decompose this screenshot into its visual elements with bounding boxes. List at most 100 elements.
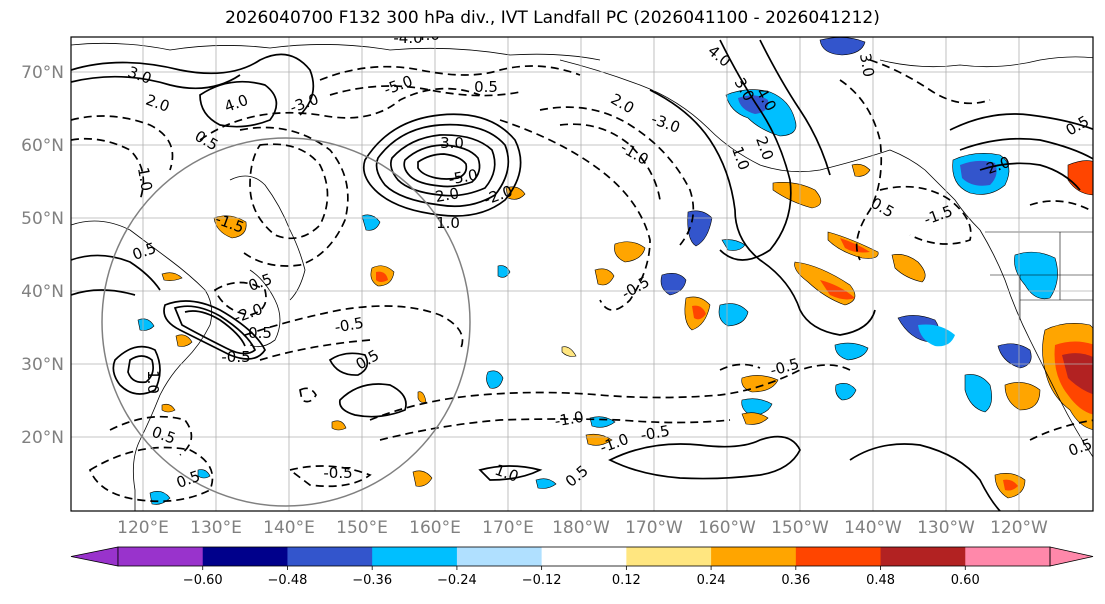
colorbar-segment [372, 547, 458, 566]
na-west-coastline [979, 229, 1093, 458]
contour-line [390, 134, 496, 197]
colorbar-segment [456, 547, 543, 566]
contour-line [199, 87, 481, 141]
boundary-layer [985, 231, 1093, 320]
contour-line [173, 305, 257, 355]
contour-line [949, 113, 1093, 131]
contour-value-label: -0.5 [333, 314, 365, 337]
lat-label: 60°N [21, 136, 64, 156]
colorbar-tick-label: 0.36 [781, 573, 810, 588]
contour-line [199, 80, 278, 128]
solid-contour-layer [71, 39, 1093, 511]
latitude-labels: 70°N 60°N 50°N 40°N 30°N 20°N [21, 63, 64, 448]
contour-line [244, 305, 464, 351]
lat-label: 40°N [21, 282, 64, 302]
colorbar-tick-label: −0.48 [268, 573, 308, 588]
divergence-blob [1004, 382, 1041, 411]
colorbar-tick-label: 0.12 [612, 573, 641, 588]
colorbar-segment [880, 547, 966, 566]
contour-value-label: -0.5 [639, 422, 671, 445]
lon-label: 120°E [117, 518, 169, 538]
divergence-blob [594, 268, 615, 286]
convergence-blob [738, 95, 769, 114]
contour-line [71, 137, 145, 201]
divergence-blob [692, 305, 706, 320]
contour-line [539, 106, 695, 246]
divergence-blob [851, 163, 871, 177]
contour-line [559, 123, 661, 201]
divergence-blob [505, 186, 526, 200]
lat-label: 30°N [21, 355, 64, 375]
lon-label: 140°E [263, 518, 315, 538]
contour-line [869, 59, 991, 105]
divergence-blob [331, 420, 347, 431]
contour-line [499, 119, 651, 311]
contour-line [109, 415, 193, 456]
contour-line [71, 254, 161, 291]
contour-line [849, 443, 1001, 511]
colorbar-segment [626, 547, 712, 566]
colorbar-segment [541, 547, 627, 566]
contour-line [1029, 419, 1093, 441]
lon-label: 170°W [625, 518, 683, 538]
lon-label: 120°W [990, 518, 1048, 538]
asia-coastline [71, 220, 213, 511]
contour-line [417, 153, 468, 180]
contour-value-label: 3.0 [856, 52, 878, 79]
divergence-blob [161, 272, 183, 281]
contour-line [1029, 200, 1091, 211]
contour-line [259, 339, 371, 361]
contour-value-label: -1.0 [553, 408, 585, 431]
contour-line [839, 79, 883, 261]
graticule [71, 37, 1093, 511]
divergence-blob [161, 403, 176, 413]
contour-line [362, 113, 522, 217]
contour-line [163, 300, 266, 360]
contour-line [299, 387, 317, 403]
colorbar-tick-label: 0.48 [866, 573, 895, 588]
lon-label: 170°E [482, 518, 534, 538]
longitude-labels: 120°E 130°E 140°E 150°E 160°E 170°E 180°W 170°W… [117, 518, 1048, 538]
divergence-blob [376, 271, 388, 282]
convergence-blob [197, 469, 211, 479]
convergence-blob [964, 374, 992, 413]
divergence-blob [561, 346, 577, 357]
alaska-coastline [559, 59, 981, 231]
contour-value-label: -5.0 [447, 166, 479, 189]
divergence-blob [1062, 353, 1093, 395]
colorbar-segment [965, 547, 1051, 566]
kamchatka-coastline [229, 175, 306, 301]
colorbar-tick-label: −0.36 [352, 573, 392, 588]
convergence-blob [535, 478, 557, 489]
lon-label: 150°E [336, 518, 388, 538]
colorbar-tick-label: −0.24 [437, 573, 477, 588]
convergence-blob [589, 416, 616, 428]
contour-line [369, 364, 851, 421]
convergence-blob [660, 273, 687, 296]
contour-line [71, 53, 315, 116]
convergence-blob [361, 214, 381, 231]
divergence-blob [840, 238, 870, 253]
divergence-blob [614, 241, 646, 263]
lon-label: 180°W [552, 518, 610, 538]
contour-value-label: 1.0 [134, 166, 156, 193]
lat-label: 20°N [21, 428, 64, 448]
contour-line [319, 65, 581, 81]
colorbar: −0.60 −0.48 −0.36 −0.24 −0.12 0.12 0.24 0.36 0.4… [70, 546, 1094, 588]
contour-line [719, 363, 761, 371]
landfall-region-circle [101, 137, 471, 507]
lon-label: 130°E [190, 518, 242, 538]
contour-line [71, 74, 241, 90]
contour-value-label: 0.5 [474, 78, 498, 96]
contour-value-label: -4.0 [393, 29, 422, 47]
colorbar-segment [795, 547, 882, 566]
colorbar-tick-label: 0.60 [951, 573, 980, 588]
convergence-blob [834, 342, 869, 361]
contour-line [239, 126, 349, 267]
divergence-blob [820, 280, 855, 300]
divergence-blob [1003, 479, 1018, 491]
contour-line [338, 383, 407, 418]
contour-line [959, 137, 1093, 160]
arctic-coastline [71, 42, 601, 61]
